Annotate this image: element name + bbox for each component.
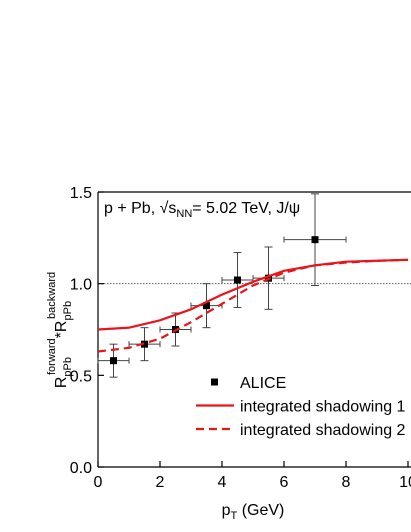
data-point: [110, 357, 117, 365]
legend-marker: [211, 378, 218, 386]
annotation-sub: NN: [176, 208, 192, 220]
x-label-text: (GeV): [237, 502, 284, 519]
x-tick-label: 10: [399, 474, 411, 491]
legend-label: integrated shadowing 2: [240, 422, 406, 439]
x-label-text: p: [222, 502, 231, 519]
legend-label: ALICE: [240, 375, 286, 392]
y-label-text: R: [53, 321, 70, 333]
y-tick-label: 1.0: [70, 277, 92, 294]
data-point: [234, 276, 241, 284]
data-point: [141, 340, 148, 348]
y-axis-label: RpPbforward*RpPbbackward: [46, 272, 74, 388]
curve: [97, 258, 409, 353]
y-label-text: R: [53, 377, 70, 389]
annotation: p + Pb, √sNN= 5.02 TeV, J/ψ: [104, 200, 300, 220]
y-label-sup: backward: [46, 272, 58, 319]
y-tick-label: 0.5: [70, 368, 92, 385]
x-label-sub: T: [231, 510, 238, 522]
curve: [97, 258, 409, 331]
x-axis-label: pT (GeV): [222, 502, 285, 522]
y-tick-label: 1.5: [70, 185, 92, 202]
y-label-sub: pPb: [62, 357, 74, 377]
x-tick-label: 4: [218, 474, 227, 491]
y-label-text: *: [53, 332, 70, 338]
x-tick-label: 6: [280, 474, 289, 491]
data-point: [311, 236, 319, 244]
x-tick-label: 8: [342, 474, 351, 491]
legend-label: integrated shadowing 1: [240, 399, 406, 416]
y-tick-label: 0.0: [70, 460, 92, 477]
y-label-sub: pPb: [62, 301, 74, 321]
x-tick-label: 0: [94, 474, 103, 491]
y-label-sup: forward: [46, 338, 58, 375]
annotation-text: = 5.02 TeV, J/ψ: [192, 200, 300, 217]
data-point: [203, 302, 210, 310]
x-tick-label: 2: [156, 474, 165, 491]
annotation-text: p + Pb, √s: [104, 200, 176, 217]
